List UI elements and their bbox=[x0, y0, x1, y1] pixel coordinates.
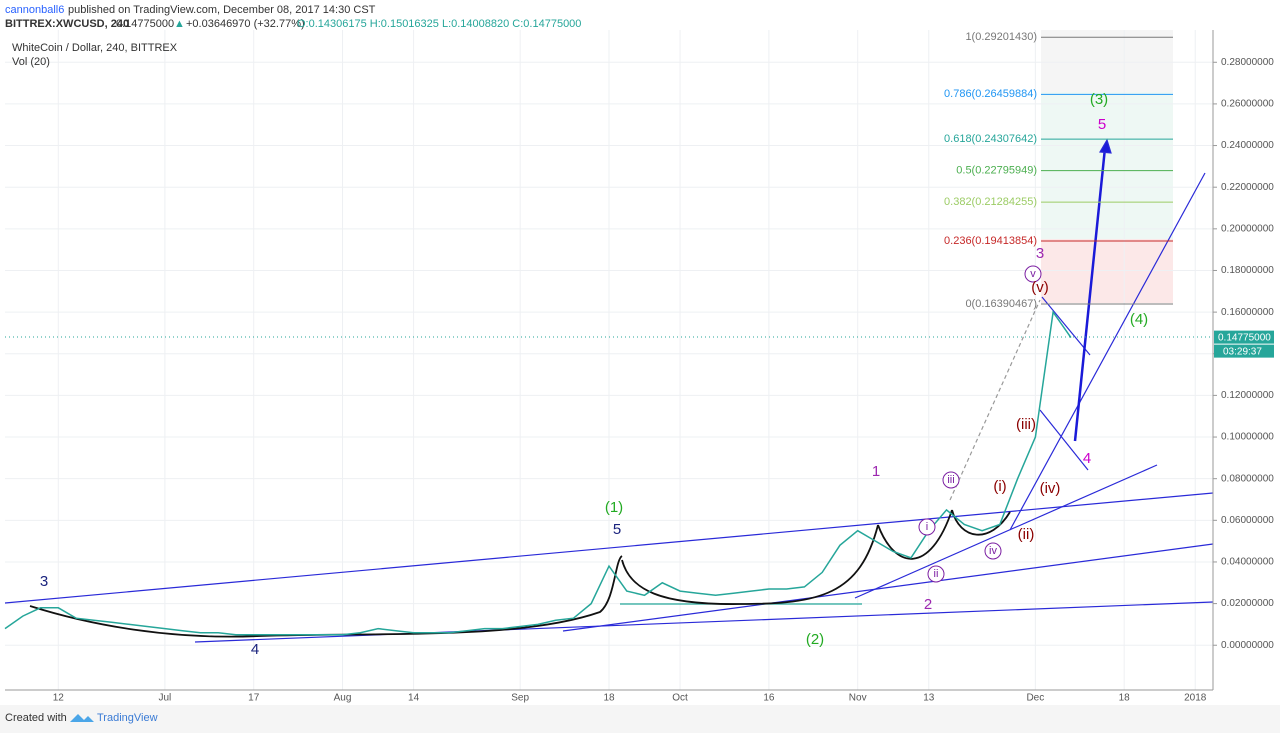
timer-label: 03:29:37 bbox=[1223, 346, 1262, 357]
change: +0.03646970 (+32.77%) bbox=[186, 18, 305, 30]
wave-label: 1 bbox=[872, 463, 880, 480]
y-tick-label: 0.22000000 bbox=[1221, 182, 1274, 193]
wave-circle bbox=[942, 471, 960, 489]
y-tick-label: 0.10000000 bbox=[1221, 432, 1274, 443]
fib-label: 0.786(0.26459884) bbox=[944, 88, 1037, 100]
wave-label: (iv) bbox=[1040, 480, 1061, 497]
grid bbox=[5, 30, 1213, 690]
y-tick-label: 0.28000000 bbox=[1221, 57, 1274, 68]
wave-circle bbox=[1024, 265, 1042, 283]
wave-label: 2 bbox=[924, 596, 932, 613]
wave-label: 4 bbox=[1083, 450, 1091, 467]
wave-label: iv bbox=[989, 545, 997, 557]
fib-label: 0.5(0.22795949) bbox=[956, 165, 1037, 177]
y-tick-label: 0.24000000 bbox=[1221, 140, 1274, 151]
wave-label: (4) bbox=[1130, 311, 1148, 328]
wave-label: (1) bbox=[605, 499, 623, 516]
change-arrow: ▲ bbox=[174, 18, 185, 30]
y-tick-label: 0.20000000 bbox=[1221, 223, 1274, 234]
x-tick-label: 18 bbox=[603, 693, 615, 704]
wave-label: i bbox=[926, 521, 928, 533]
x-tick-label: Sep bbox=[511, 693, 529, 704]
wave-label: (iii) bbox=[1016, 416, 1036, 433]
fib-zone bbox=[1041, 92, 1173, 239]
x-tick-label: 2018 bbox=[1184, 693, 1207, 704]
wave-label: 3 bbox=[1036, 245, 1044, 262]
wave-label: (3) bbox=[1090, 91, 1108, 108]
x-tick-label: Nov bbox=[849, 693, 867, 704]
x-tick-label: Aug bbox=[334, 693, 352, 704]
footer-brand[interactable]: TradingView bbox=[97, 712, 158, 724]
x-tick-label: 13 bbox=[923, 693, 935, 704]
y-tick-label: 0.08000000 bbox=[1221, 473, 1274, 484]
y-tick-label: 0.06000000 bbox=[1221, 515, 1274, 526]
chart-title: WhiteCoin / Dollar, 240, BITTREX bbox=[12, 42, 178, 54]
y-tick-label: 0.00000000 bbox=[1221, 640, 1274, 651]
x-tick-label: 14 bbox=[408, 693, 420, 704]
wave-label: ii bbox=[934, 568, 939, 580]
wave-circle bbox=[984, 542, 1002, 560]
published: published on TradingView.com, December 0… bbox=[68, 4, 376, 16]
y-tick-label: 0.04000000 bbox=[1221, 557, 1274, 568]
x-tick-label: 17 bbox=[248, 693, 260, 704]
y-tick-label: 0.18000000 bbox=[1221, 265, 1274, 276]
fib-label: 0(0.16390467) bbox=[965, 298, 1037, 310]
wave-label: iii bbox=[947, 474, 954, 486]
wave-label: v bbox=[1030, 268, 1036, 280]
logo[interactable] bbox=[70, 714, 94, 722]
wave-circle bbox=[927, 565, 945, 583]
fib-label: 0.618(0.24307642) bbox=[944, 133, 1037, 145]
x-tick-label: 16 bbox=[763, 693, 775, 704]
last-price-tag bbox=[1214, 330, 1274, 344]
wave-label: 5 bbox=[1098, 116, 1106, 133]
fib-label: 0.382(0.21284255) bbox=[944, 196, 1037, 208]
x-tick-label: Oct bbox=[672, 693, 688, 704]
last-price-label: 0.14775000 bbox=[1218, 332, 1271, 343]
wave-label: (2) bbox=[806, 631, 824, 648]
timer-tag bbox=[1214, 344, 1274, 358]
chart-subtitle: Vol (20) bbox=[12, 56, 50, 68]
arcs bbox=[29, 509, 1011, 638]
x-tick-label: 18 bbox=[1119, 693, 1131, 704]
ohlc: O:0.14306175 H:0.15016325 L:0.14008820 C… bbox=[297, 18, 581, 30]
x-tick-label: Jul bbox=[158, 693, 171, 704]
wave-label: 5 bbox=[613, 521, 621, 538]
wave-label: (ii) bbox=[1018, 526, 1035, 543]
trendlines bbox=[4, 138, 1214, 643]
wave-label: 3 bbox=[40, 573, 48, 590]
wave-circle bbox=[918, 518, 936, 536]
fib-zone bbox=[1041, 239, 1173, 303]
y-tick-label: 0.16000000 bbox=[1221, 307, 1274, 318]
y-tick-label: 0.26000000 bbox=[1221, 99, 1274, 110]
x-tick-label: Dec bbox=[1026, 693, 1044, 704]
x-tick-label: 12 bbox=[53, 693, 65, 704]
wave-label: (i) bbox=[993, 478, 1006, 495]
wave-label: 4 bbox=[251, 641, 259, 658]
plot: 1(0.29201430) 0.786(0.26459884) 0.618(0.24… bbox=[4, 31, 1173, 658]
publisher: cannonball6 bbox=[5, 4, 64, 16]
symbol: BITTREX:XWCUSD, 240 bbox=[5, 18, 129, 30]
fib-label: 0.236(0.19413854) bbox=[944, 235, 1037, 247]
price-line bbox=[4, 310, 1072, 636]
y-tick-label: 0.02000000 bbox=[1221, 598, 1274, 609]
fib-label: 1(0.29201430) bbox=[965, 31, 1037, 43]
y-tick-label: 0.12000000 bbox=[1221, 390, 1274, 401]
wave-label: (v) bbox=[1031, 279, 1049, 296]
last: 0.14775000 bbox=[116, 18, 174, 30]
footer-bar bbox=[0, 705, 1280, 733]
footer-created: Created with bbox=[5, 712, 67, 724]
